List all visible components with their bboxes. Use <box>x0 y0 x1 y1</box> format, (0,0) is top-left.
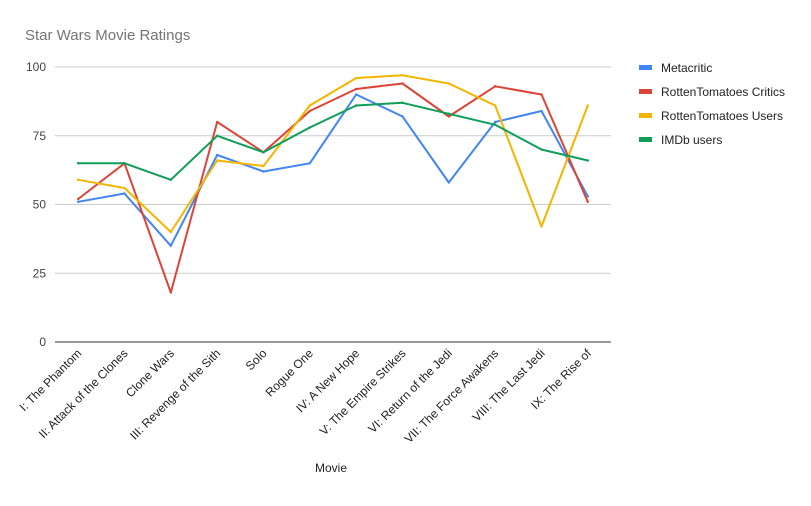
data-point <box>447 82 451 85</box>
data-point <box>493 85 497 88</box>
y-tick-label: 0 <box>39 335 46 349</box>
data-point <box>123 192 126 195</box>
x-axis-title: Movie <box>315 461 347 475</box>
data-point <box>354 76 358 80</box>
y-tick-label: 25 <box>33 266 47 280</box>
data-point <box>262 151 265 154</box>
legend-label: RottenTomatoes Users <box>661 109 783 123</box>
data-point <box>215 159 219 162</box>
data-point <box>262 164 265 168</box>
data-point <box>493 104 497 107</box>
legend-label: Metacritic <box>661 61 712 75</box>
series-line <box>77 74 589 233</box>
data-point <box>308 109 312 113</box>
y-tick-label: 50 <box>33 198 47 212</box>
legend-swatch <box>639 137 652 142</box>
data-point <box>401 101 404 104</box>
data-point <box>169 291 173 294</box>
data-point <box>586 195 590 198</box>
data-point <box>76 162 80 165</box>
series-group <box>76 74 590 234</box>
data-point <box>308 162 312 165</box>
series-line <box>77 93 589 247</box>
data-point <box>354 87 358 91</box>
legend-label: RottenTomatoes Critics <box>661 85 785 99</box>
chart-title: Star Wars Movie Ratings <box>25 27 190 44</box>
data-point <box>308 126 312 129</box>
legend-label: IMDb users <box>661 133 722 147</box>
series-lines <box>76 74 590 294</box>
legend-swatch <box>639 89 652 94</box>
data-point <box>76 197 80 201</box>
data-point <box>76 200 80 203</box>
data-point <box>169 178 173 181</box>
data-point <box>354 93 358 96</box>
data-point <box>401 115 404 118</box>
data-point <box>76 178 80 181</box>
data-point <box>123 162 126 165</box>
data-point <box>540 93 543 96</box>
data-point <box>215 120 219 124</box>
data-point <box>169 244 173 247</box>
data-point <box>169 230 173 234</box>
data-point <box>540 225 543 228</box>
data-point <box>586 200 590 203</box>
series-group <box>76 82 590 294</box>
data-point <box>401 82 404 85</box>
legend-item: Metacritic <box>639 61 712 75</box>
gridlines <box>55 66 611 343</box>
data-point <box>586 104 590 107</box>
series-group <box>76 93 590 247</box>
data-point <box>493 123 497 126</box>
y-axis: 0 25 50 75 100 <box>26 60 46 349</box>
y-tick-label: 100 <box>26 60 46 74</box>
x-tick-label: V: The Empire Strikes <box>317 346 409 438</box>
data-point <box>123 186 126 190</box>
series-line <box>77 101 589 181</box>
data-point <box>540 109 543 113</box>
data-point <box>540 148 543 151</box>
data-point <box>586 159 590 162</box>
legend-swatch <box>639 113 652 118</box>
series-group <box>76 101 590 181</box>
legend: Metacritic RottenTomatoes Critics RottenTo… <box>639 61 785 147</box>
legend-swatch <box>639 65 652 70</box>
x-tick-label: III: Revenge of the Sith <box>127 346 223 442</box>
x-tick-label: Solo <box>243 346 270 373</box>
data-point <box>215 134 219 137</box>
legend-item: RottenTomatoes Critics <box>639 85 785 99</box>
y-tick-label: 75 <box>33 129 47 143</box>
series-line <box>77 82 589 294</box>
data-point <box>493 120 497 124</box>
data-point <box>354 104 358 107</box>
data-point <box>262 170 265 173</box>
x-tick-label: VII: The Force Awakens <box>402 346 502 446</box>
x-tick-label: VI: Return of the Jedi <box>365 346 455 436</box>
legend-item: IMDb users <box>639 133 722 147</box>
data-point <box>447 112 451 115</box>
data-point <box>447 115 451 118</box>
data-point <box>308 104 312 107</box>
data-point <box>401 74 404 77</box>
data-point <box>447 181 451 184</box>
legend-item: RottenTomatoes Users <box>639 109 783 123</box>
data-point <box>215 153 219 157</box>
x-tick-label: II: Attack of the Clones <box>36 346 131 441</box>
